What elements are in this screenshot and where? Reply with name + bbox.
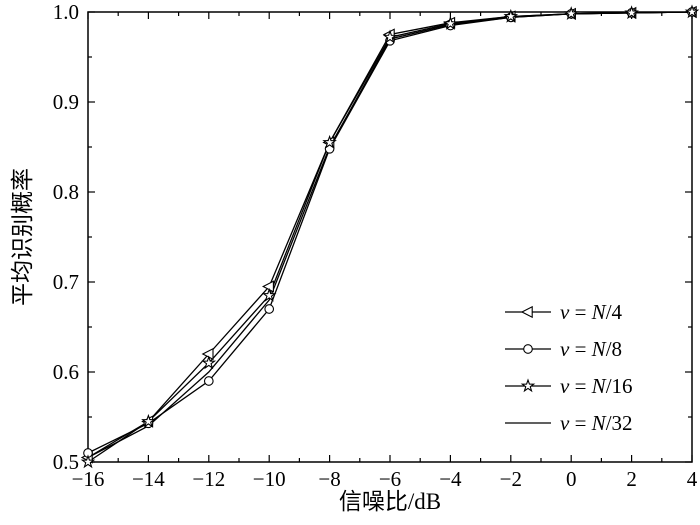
series-markers <box>80 4 700 469</box>
series-markers-2 <box>80 4 700 469</box>
circle-marker <box>264 304 275 314</box>
x-tick-label: 0 <box>566 467 577 491</box>
triangle-left-marker <box>520 305 533 319</box>
legend-entry-1: v = N/8 <box>505 337 622 361</box>
x-tick-label: 2 <box>626 467 637 491</box>
x-tick-label: −10 <box>253 467 286 491</box>
y-axis-title: 平均识别概率 <box>10 168 35 306</box>
x-tick-label: −4 <box>439 467 462 491</box>
star-marker <box>563 6 579 21</box>
star-marker <box>261 287 277 302</box>
y-tick-label: 1.0 <box>53 0 79 24</box>
star-marker <box>322 134 337 149</box>
y-tick-label: 0.6 <box>53 360 79 384</box>
legend-label: v = N/16 <box>560 374 633 398</box>
x-tick-label: −16 <box>72 467 105 491</box>
y-tick-label: 0.8 <box>53 180 79 204</box>
x-tick-label: −2 <box>500 467 522 491</box>
tick-labels: −16 −14 −12 −10 −8 −6 −4 −2 0 2 4 0.5 0.6 0.7 0.8 0.9 1.… <box>53 0 698 491</box>
legend-label: v = N/8 <box>560 337 622 361</box>
star-marker <box>382 29 398 44</box>
legend-label: v = N/4 <box>560 300 623 324</box>
legend-entry-3: v = N/32 <box>505 411 633 435</box>
circle-marker <box>203 376 214 386</box>
x-tick-label: −14 <box>132 467 165 491</box>
star-marker <box>80 454 96 469</box>
star-marker <box>624 5 639 20</box>
circle-marker <box>523 344 533 354</box>
y-tick-label: 0.5 <box>53 450 79 474</box>
legend-entry-0: v = N/4 <box>505 300 623 324</box>
star-marker <box>443 16 458 30</box>
y-tick-label: 0.7 <box>53 270 79 294</box>
x-axis-title: 信噪比/dB <box>339 489 441 514</box>
triangle-left-marker <box>261 280 274 293</box>
star-marker <box>201 355 217 370</box>
star-marker <box>141 413 156 428</box>
star-marker <box>684 4 700 19</box>
x-tick-label: −6 <box>379 467 401 491</box>
star-marker <box>520 378 536 393</box>
x-tick-label: −12 <box>192 467 225 491</box>
legend-label: v = N/32 <box>560 411 633 435</box>
x-tick-label: −8 <box>318 467 340 491</box>
x-tick-label: 4 <box>687 467 698 491</box>
triangle-left-marker <box>201 347 214 361</box>
y-tick-label: 0.9 <box>53 90 79 114</box>
legend: v = N/4 v = N/8 v = N/16 v = N/32 <box>505 300 633 435</box>
star-marker <box>503 8 519 23</box>
legend-entry-2: v = N/16 <box>505 374 633 398</box>
